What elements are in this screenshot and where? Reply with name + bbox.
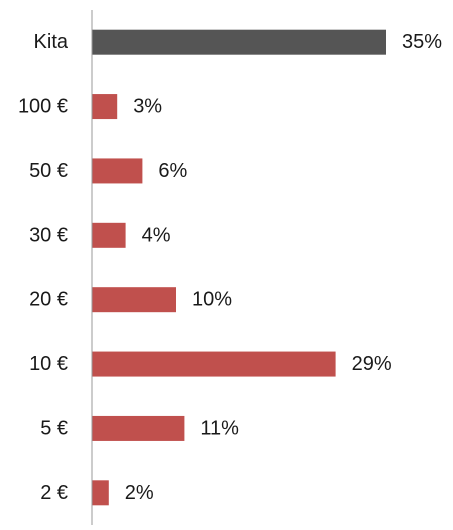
bar-50-eur (92, 158, 143, 184)
bar-20-eur (92, 287, 176, 313)
value-label-20-eur: 10% (192, 289, 232, 311)
bar-5-eur (92, 415, 185, 441)
value-label-10-eur: 29% (352, 353, 392, 375)
bar-kita (92, 29, 386, 55)
category-label-20-eur: 20 € (29, 289, 68, 311)
category-label-5-eur: 5 € (40, 417, 68, 439)
value-label-5-eur: 11% (200, 417, 239, 439)
bar-10-eur (92, 351, 336, 377)
value-label-2-eur: 2% (125, 482, 154, 504)
category-label-30-eur: 30 € (29, 224, 68, 246)
bars-group (92, 29, 386, 506)
category-label-kita: Kita (34, 31, 69, 53)
category-label-2-eur: 2 € (40, 482, 68, 504)
category-label-50-eur: 50 € (29, 160, 68, 182)
category-labels-group: Kita 100 € 50 € 30 € 20 € 10 € 5 € 2 € (18, 31, 69, 504)
bar-100-eur (92, 94, 118, 120)
value-labels-group: 35% 3% 6% 4% 10% 29% 11% 2% (125, 31, 442, 504)
bar-2-eur (92, 480, 109, 506)
value-label-100-eur: 3% (133, 96, 162, 118)
bar-30-eur (92, 222, 126, 248)
value-label-30-eur: 4% (142, 224, 171, 246)
category-label-100-eur: 100 € (18, 96, 68, 118)
value-label-50-eur: 6% (158, 160, 187, 182)
category-label-10-eur: 10 € (29, 353, 68, 375)
value-label-kita: 35% (402, 31, 442, 53)
